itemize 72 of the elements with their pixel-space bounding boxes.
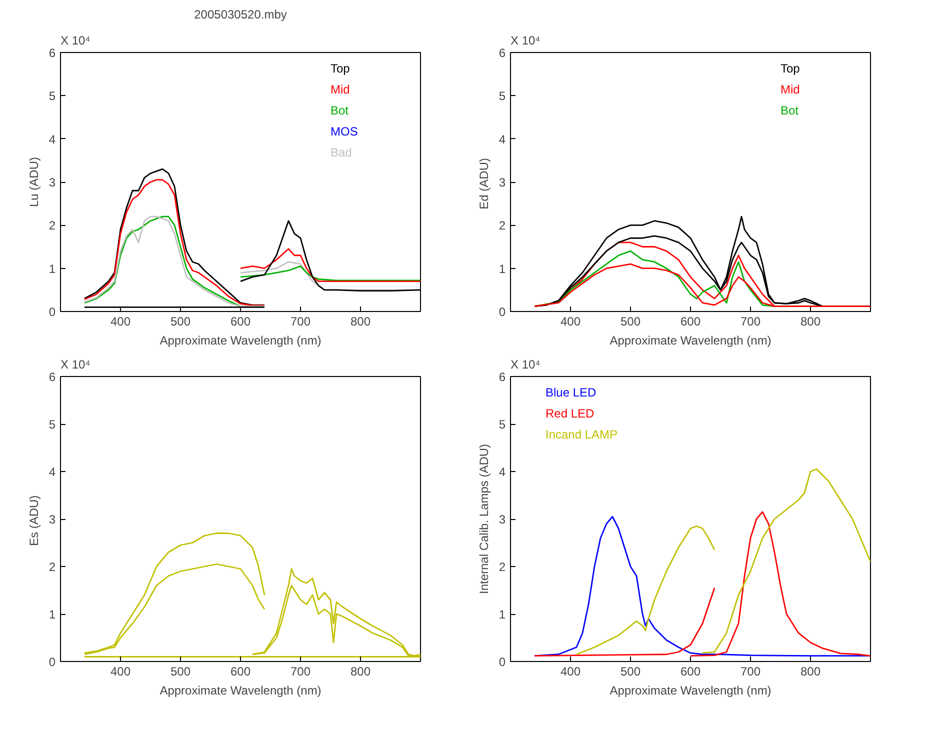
x-tick-label: 700 — [740, 664, 761, 678]
x-axis-title: Approximate Wavelength (nm) — [160, 684, 322, 698]
text: Red LED — [546, 406, 595, 420]
text: Top — [780, 62, 800, 76]
chart-title: 2005030520.mby — [194, 8, 287, 22]
x-tick-label: 400 — [560, 664, 581, 678]
y-tick-label: 4 — [498, 465, 506, 479]
y-tick-label: 2 — [48, 560, 56, 574]
y-tick-label: 0 — [498, 655, 506, 669]
x-axis-title: Approximate Wavelength (nm) — [160, 334, 322, 348]
y-tick-label: 6 — [498, 370, 506, 384]
y-axis-title: Lu (ADU) — [26, 156, 41, 208]
x-tick-label: 600 — [680, 664, 701, 678]
text: Incand LAMP — [546, 428, 618, 442]
y-tick-label: 1 — [498, 262, 506, 276]
y-tick-label: 2 — [498, 218, 506, 233]
y-tick-label: 1 — [498, 608, 506, 622]
text: Bad — [330, 146, 352, 160]
text: Top — [330, 62, 350, 76]
x-tick-label: 600 — [680, 314, 701, 328]
y-tick-label: 0 — [498, 305, 506, 319]
y-tick-label: 3 — [498, 512, 506, 526]
y-tick-label: 6 — [48, 370, 56, 384]
x-axis-title: Approximate Wavelength (nm) — [610, 334, 772, 348]
text: X 10⁴ — [60, 34, 90, 48]
x-tick-label: 800 — [350, 664, 371, 678]
y-tick-label: 6 — [498, 46, 506, 60]
y-tick-label: 0 — [48, 305, 56, 319]
y-tick-label: 4 — [48, 465, 56, 479]
y-tick-label: 6 — [48, 46, 56, 60]
y-tick-label: 3 — [48, 512, 56, 526]
y-tick-label: 1 — [48, 262, 56, 276]
x-tick-label: 500 — [620, 314, 641, 328]
text: X 10⁴ — [60, 358, 90, 372]
text: Mid — [330, 82, 350, 96]
text: Bot — [330, 104, 350, 118]
y-tick-label: 1 — [48, 608, 56, 622]
x-tick-label: 400 — [110, 664, 131, 678]
y-tick-label: 5 — [498, 418, 506, 432]
y-tick-label: 2 — [48, 218, 56, 233]
x-tick-label: 400 — [110, 314, 131, 328]
x-tick-label: 800 — [800, 314, 821, 328]
x-tick-label: 700 — [740, 314, 761, 328]
y-tick-label: 3 — [498, 176, 506, 190]
y-tick-label: 4 — [498, 132, 506, 146]
text: X 10⁴ — [510, 358, 540, 372]
legend-label: MOS — [330, 124, 358, 138]
y-axis-title: Ed (ADU) — [476, 158, 491, 210]
x-tick-label: 600 — [230, 314, 251, 328]
x-tick-label: 800 — [350, 314, 371, 328]
y-tick-label: 3 — [48, 176, 56, 190]
x-tick-label: 500 — [170, 664, 191, 678]
y-tick-label: 5 — [498, 89, 506, 104]
text: Bot — [780, 104, 800, 118]
x-tick-label: 400 — [560, 314, 581, 328]
x-tick-label: 500 — [170, 314, 191, 328]
x-tick-label: 800 — [800, 664, 821, 678]
x-tick-label: 600 — [230, 664, 251, 678]
text: X 10⁴ — [510, 34, 540, 48]
x-tick-label: 700 — [290, 664, 311, 678]
y-tick-label: 5 — [48, 418, 56, 432]
x-axis-title: Approximate Wavelength (nm) — [610, 684, 772, 698]
y-tick-label: 4 — [48, 132, 56, 146]
x-tick-label: 500 — [620, 664, 641, 678]
y-axis-title: Es (ADU) — [26, 495, 41, 546]
text: Mid — [780, 82, 800, 96]
y-tick-label: 0 — [48, 655, 56, 669]
x-tick-label: 700 — [290, 314, 311, 328]
y-tick-label: 5 — [48, 89, 56, 104]
text: Blue LED — [546, 386, 597, 400]
y-axis-title: Internal Calib. Lamps (ADU) — [476, 444, 491, 594]
y-tick-label: 2 — [498, 560, 506, 574]
